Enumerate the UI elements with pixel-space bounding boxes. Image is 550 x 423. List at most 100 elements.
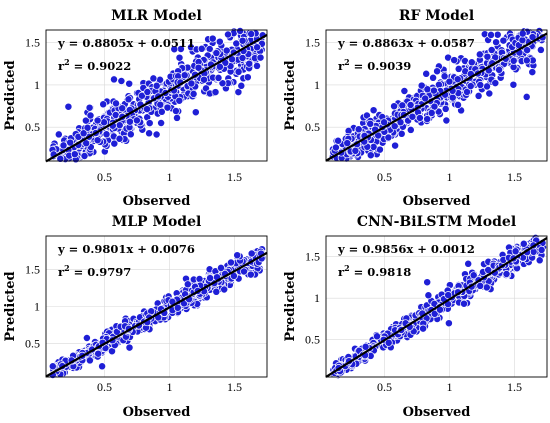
regression-line (45, 251, 268, 378)
y-tick-label: 1.5 (25, 36, 40, 50)
scatter-point (243, 73, 252, 82)
scatter-point (183, 280, 192, 289)
chart-panel-4: CNN-BiLSTM Model 0.5 1 1.5 0.5 1 1.5 y = 0.9856… (283, 214, 548, 420)
scatter-point (214, 73, 223, 82)
scatter-point (427, 108, 436, 117)
scatter-point (384, 133, 393, 142)
scatter-point (429, 73, 438, 82)
scatter-point (118, 104, 127, 113)
scatter-point (444, 319, 453, 328)
scatter-point (354, 125, 363, 134)
scatter-point (143, 88, 152, 96)
scatter-point (398, 101, 407, 110)
scatter-point (145, 129, 154, 138)
scatter-point (247, 249, 256, 258)
scatter-point (59, 141, 68, 150)
scatter-point (145, 119, 154, 128)
scatter-point (523, 46, 532, 55)
scatter-point (206, 274, 215, 283)
scatter-point (351, 146, 360, 155)
scatter-point (518, 36, 527, 45)
scatter-point (194, 63, 203, 72)
plot-frame (325, 235, 548, 378)
scatter-point (149, 74, 158, 83)
scatter-point (173, 303, 182, 312)
scatter-point (200, 75, 208, 84)
scatter-point (189, 89, 198, 98)
scatter-point (187, 79, 196, 88)
scatter-point (115, 134, 124, 143)
x-axis-label: Observed (123, 194, 191, 209)
scatter-point (424, 291, 433, 300)
scatter-point (474, 91, 483, 100)
r-symbol: r (338, 59, 345, 73)
scatter-point (94, 349, 103, 358)
scatter-point (366, 151, 375, 160)
y-tick-label: 0.5 (25, 337, 40, 351)
scatter-point (115, 121, 124, 130)
scatter-point (464, 259, 473, 268)
r-squared-label: r2 = 0.9039 (338, 57, 411, 73)
scatter-point (157, 107, 166, 116)
scatter-point (64, 102, 73, 111)
plot-frame (325, 29, 548, 162)
plot-frame (45, 29, 268, 162)
scatter-point (406, 125, 415, 134)
scatter-point (156, 100, 165, 109)
scatter-point (125, 79, 134, 88)
scatter-point (441, 104, 450, 113)
y-axis-label: Predicted (283, 271, 298, 341)
chart-panel-1: MLR Model 0.5 1 1.5 0.5 1 1.5 y = 0.8805x + 0.0… (3, 8, 268, 209)
scatter-point (463, 87, 471, 96)
scatter-point (152, 130, 161, 139)
y-tick-label: 1.5 (305, 36, 320, 50)
chart-title: RF Model (399, 8, 474, 24)
scatter-point (175, 96, 184, 105)
scatter-point (366, 119, 375, 128)
y-tick-label: 1 (314, 291, 320, 305)
regression-line (325, 32, 548, 162)
scatter-point (476, 81, 485, 89)
scatter-point (215, 37, 224, 46)
r-symbol: r (58, 59, 65, 73)
chart-title: CNN-BiLSTM Model (357, 214, 516, 230)
scatter-point (220, 285, 229, 294)
scatter-point (110, 75, 118, 84)
scatter-point (112, 99, 120, 108)
scatter-point (170, 45, 179, 54)
scatter-point (218, 79, 227, 88)
scatter-points (48, 27, 267, 164)
scatter-point (233, 251, 242, 260)
x-tick-label: 0.5 (377, 170, 392, 184)
scatter-point (511, 247, 520, 256)
scatter-point (484, 266, 493, 274)
x-tick-label: 1.5 (507, 380, 522, 394)
scatter-point (215, 62, 224, 71)
scatter-point (400, 87, 409, 95)
scatter-point (433, 67, 442, 76)
chart-panel-3: MLP Model 0.5 1 1.5 0.5 1 1.5 y = 0.9801x + 0.0… (3, 214, 268, 420)
r-squared-value: = 0.9818 (350, 265, 412, 279)
plot-frame (45, 235, 268, 378)
chart-title: MLP Model (112, 214, 202, 230)
scatter-point (421, 94, 430, 103)
scatter-point (175, 53, 184, 62)
scatter-point (391, 141, 400, 150)
scatter-point (408, 112, 417, 121)
scatter-point (205, 45, 214, 53)
x-tick-label: 1.5 (227, 380, 242, 394)
scatter-point (423, 115, 432, 124)
r-squared-label: r2 = 0.9797 (58, 263, 131, 279)
scatter-point (369, 106, 378, 115)
scatter-point (85, 103, 94, 112)
scatter-point (93, 136, 102, 145)
scatter-point (124, 95, 133, 104)
scatter-point (476, 281, 485, 290)
scatter-point (535, 256, 544, 265)
scatter-point (79, 129, 88, 138)
scatter-point (422, 69, 431, 78)
scatter-point (331, 143, 340, 152)
scatter-point (246, 270, 255, 279)
r-symbol: r (338, 265, 345, 279)
scatter-point (245, 59, 254, 68)
